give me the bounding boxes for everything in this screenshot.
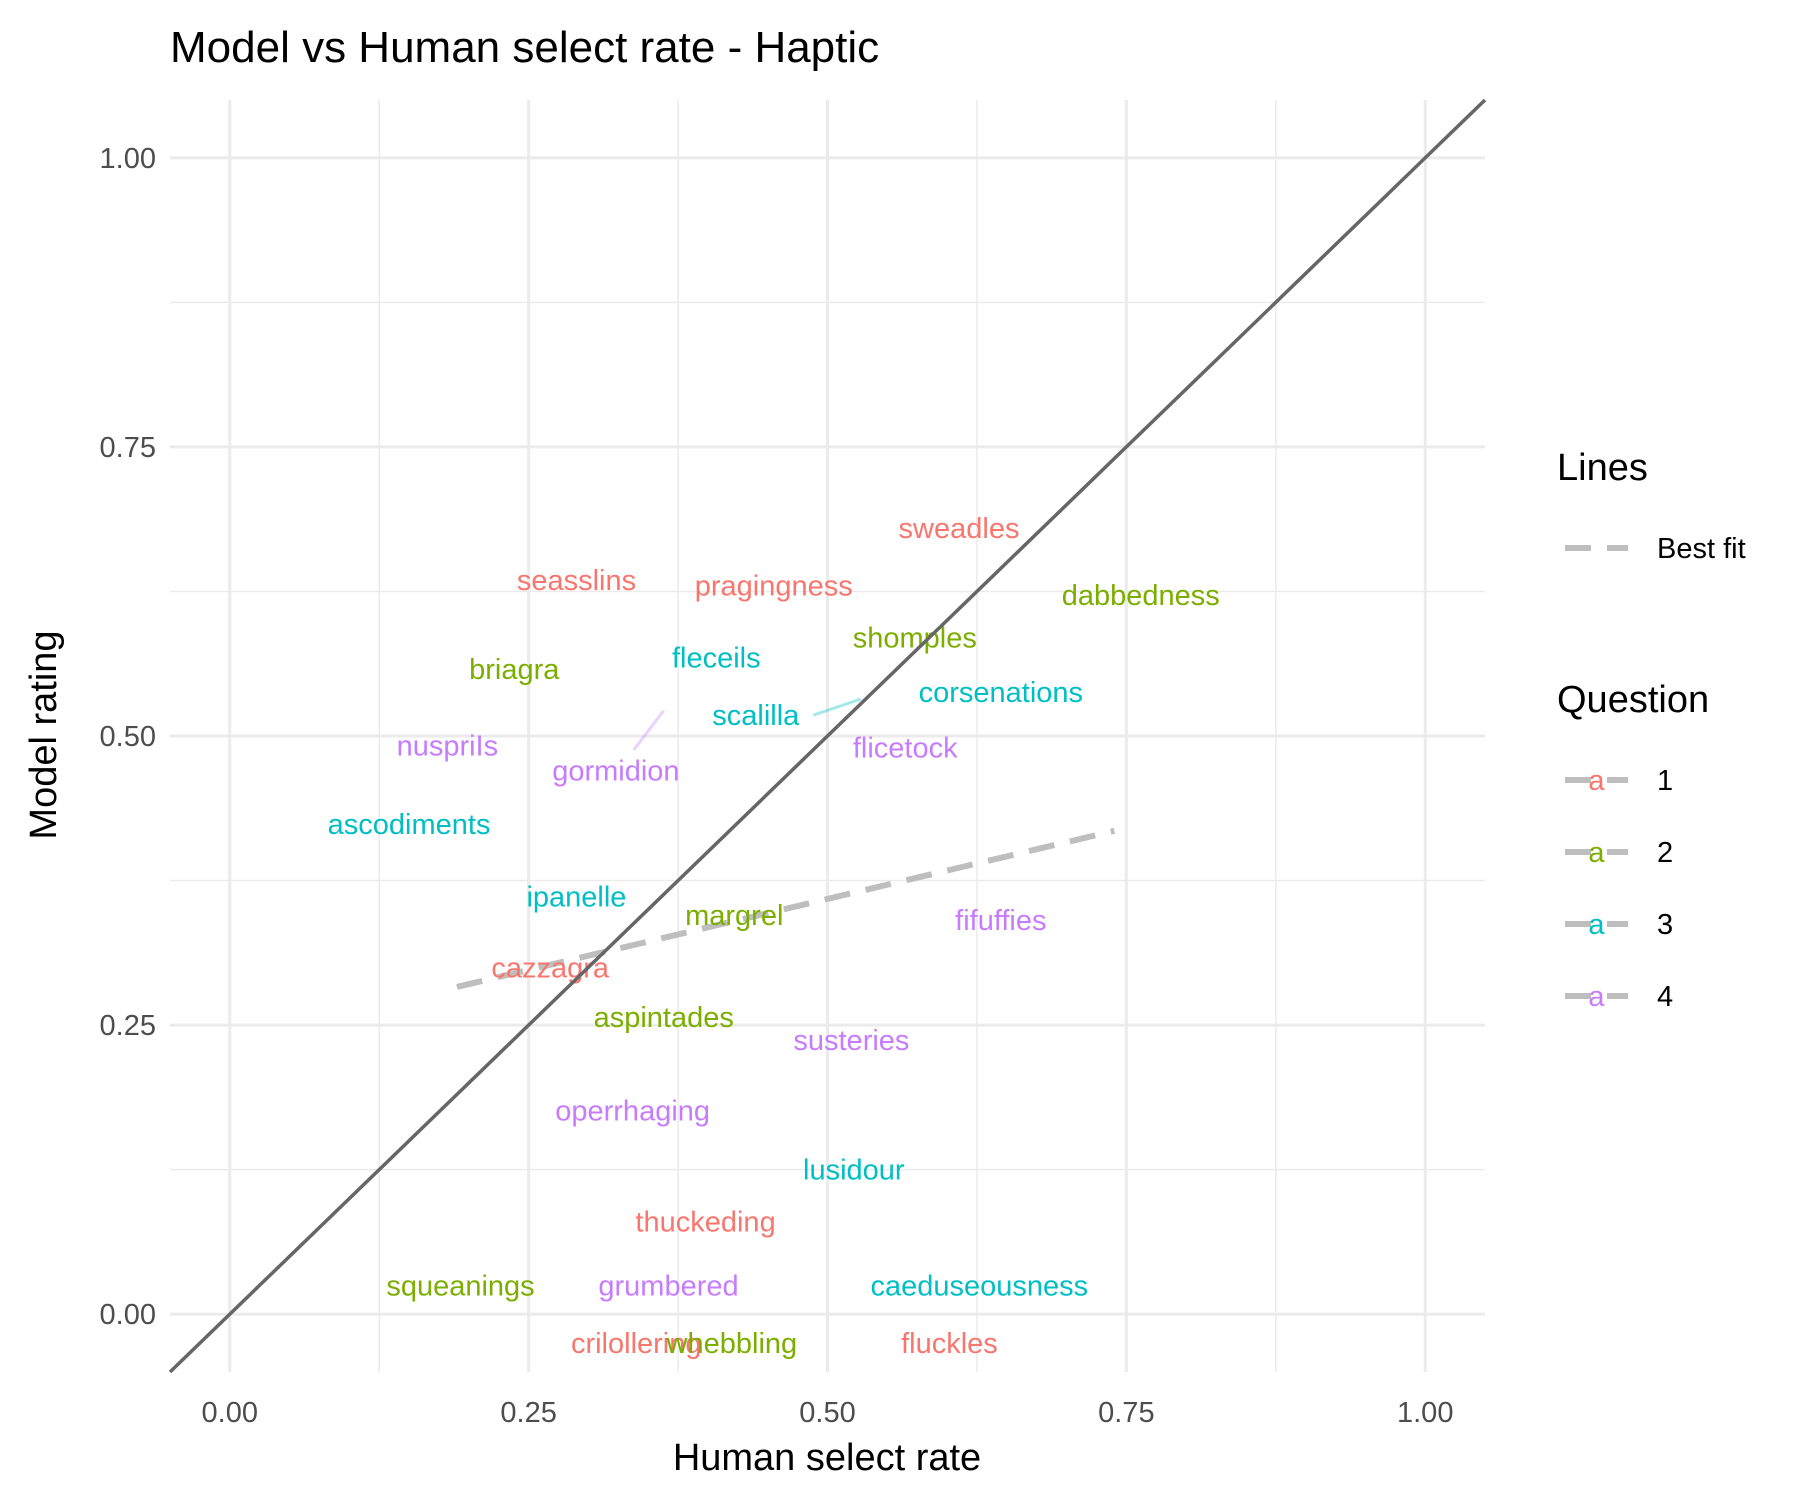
word-label: squeanings (386, 1270, 534, 1302)
word-label: lusidour (803, 1155, 905, 1187)
legend-label-question-1: 1 (1657, 765, 1673, 797)
legend-key-glyph-3: a (1588, 909, 1605, 941)
y-axis-title: Model rating (23, 630, 65, 839)
x-tick-label: 0.50 (799, 1397, 855, 1429)
legend-label-question-3: 3 (1657, 909, 1673, 941)
word-label: seasslins (517, 565, 636, 597)
legend-key-glyph-4: a (1588, 981, 1605, 1013)
word-label: nuspriIs (397, 730, 499, 762)
word-label: fifuffies (955, 905, 1046, 937)
x-tick-label: 0.25 (500, 1397, 556, 1429)
word-label: ascodiments (328, 809, 491, 841)
word-label: fleceils (672, 642, 761, 674)
word-label: sweadles (899, 513, 1020, 545)
word-label: flicetock (853, 733, 958, 765)
word-label: pragingness (695, 571, 853, 603)
x-tick-label: 1.00 (1397, 1397, 1453, 1429)
word-label: cazzagra (491, 952, 610, 984)
legend-question-title: Question (1557, 679, 1709, 721)
identity-line (168, 98, 1487, 1374)
legend-key-glyph-2: a (1588, 837, 1605, 869)
chart-title: Model vs Human select rate - Haptic (170, 23, 879, 72)
y-tick-label: 0.75 (100, 432, 156, 464)
word-label: scalilla (712, 700, 800, 732)
legend-label-question-2: 2 (1657, 837, 1673, 869)
y-tick-label: 0.50 (100, 721, 156, 753)
word-label: fluckles (901, 1328, 998, 1360)
word-label: ipanelle (526, 882, 626, 914)
word-label: crilollering (571, 1328, 702, 1360)
x-tick-label: 0.75 (1098, 1397, 1154, 1429)
word-label: thuckeding (635, 1207, 775, 1239)
best-fit-line (456, 827, 1116, 990)
label-connector (812, 697, 862, 717)
legend-label-question-4: 4 (1657, 981, 1673, 1013)
word-label: operrhaging (555, 1096, 710, 1128)
reference-lines (456, 697, 1116, 990)
axes: 0.00 0.25 0.50 0.75 1.00 0.00 0.25 0.50 0.75 1.00 (100, 143, 1454, 1429)
word-label: whebbling (666, 1328, 798, 1360)
legend: Lines Question Best fit a 1 a 2 a 3 a 4 (1557, 447, 1746, 1013)
x-axis-title: Human select rate (673, 1437, 981, 1479)
y-tick-label: 1.00 (100, 143, 156, 175)
legend-lines-title: Lines (1557, 447, 1648, 489)
word-label: susteries (793, 1025, 909, 1057)
word-label: briagra (469, 654, 560, 686)
legend-label-best-fit: Best fit (1657, 533, 1746, 565)
legend-key-glyph-1: a (1588, 765, 1605, 797)
label-connector (632, 709, 665, 751)
x-tick-label: 0.00 (202, 1397, 258, 1429)
word-label: gormidion (552, 756, 679, 788)
word-label: caeduseousness (870, 1270, 1088, 1302)
word-labels: sweadles seasslins pragingness cazzagra thuc… (328, 513, 1220, 1360)
y-tick-label: 0.00 (100, 1299, 156, 1331)
word-label: dabbedness (1062, 580, 1220, 612)
word-label: corsenations (919, 677, 1083, 709)
word-label: margrel (685, 900, 783, 932)
word-label: aspintades (594, 1002, 734, 1034)
word-label: grumbered (598, 1270, 738, 1302)
y-tick-label: 0.25 (100, 1010, 156, 1042)
